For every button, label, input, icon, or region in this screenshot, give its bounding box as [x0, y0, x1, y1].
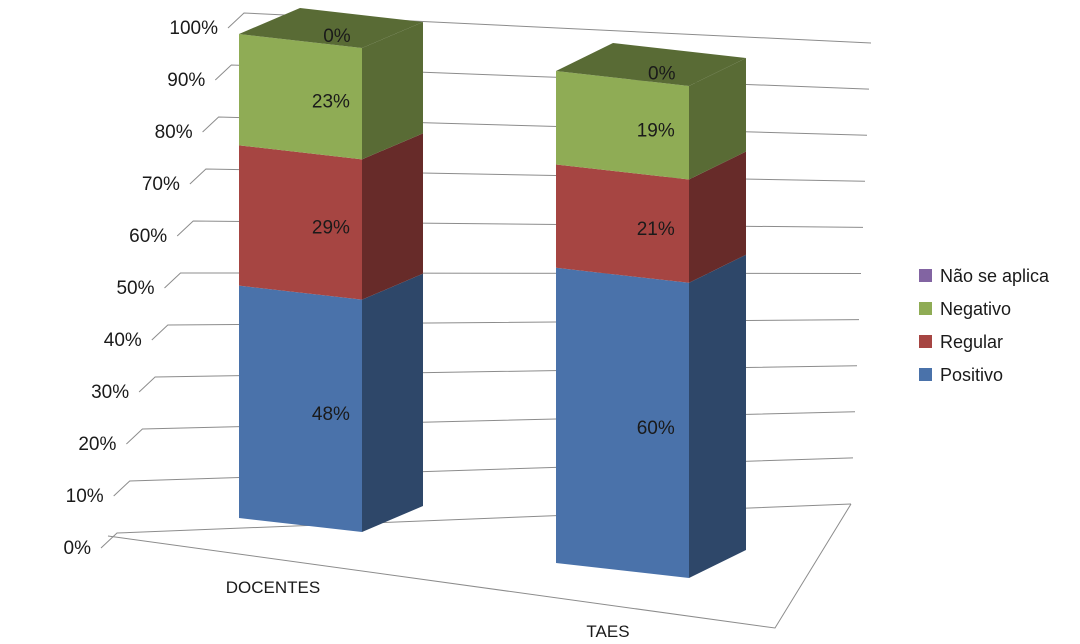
- gridlines: [100, 12, 872, 629]
- y-tick-label: 50%: [116, 278, 154, 299]
- legend-label: Não se aplica: [940, 266, 1050, 286]
- legend-item-regular: Regular: [919, 332, 1003, 352]
- gridline: [227, 12, 872, 44]
- legend-item-positivo: Positivo: [919, 365, 1003, 385]
- bar-taes-nao-se-aplica: [556, 43, 746, 86]
- y-tick-label: 70%: [142, 174, 180, 195]
- x-tick-label: DOCENTES: [226, 578, 320, 597]
- data-label-taes-regular: 21%: [637, 219, 675, 240]
- data-label-taes-positivo: 60%: [637, 418, 675, 439]
- legend-item-nao-se-aplica: Não se aplica: [919, 266, 1050, 286]
- y-tick-label: 60%: [129, 226, 167, 247]
- legend-swatch: [919, 302, 932, 315]
- bar-docentes-nao-se-aplica: [239, 8, 423, 48]
- floor-edge: [107, 503, 852, 629]
- bar-taes-negativo: [556, 58, 746, 180]
- y-tick-label: 90%: [167, 70, 205, 91]
- y-tick-label: 80%: [155, 122, 193, 143]
- bar-taes-regular: [556, 151, 746, 283]
- data-label-docentes-nao-se-aplica: 0%: [323, 26, 351, 47]
- y-tick-label: 100%: [169, 18, 218, 39]
- data-label-docentes-negativo: 23%: [312, 92, 350, 113]
- x-axis-ticks: DOCENTES TAES: [226, 578, 630, 641]
- bars: [239, 8, 746, 579]
- legend-swatch: [919, 368, 932, 381]
- y-tick-label: 20%: [78, 434, 116, 455]
- legend-label: Negativo: [940, 299, 1011, 319]
- bar-taes-positivo: [556, 254, 746, 579]
- data-label-taes-nao-se-aplica: 0%: [648, 64, 676, 85]
- bar-top-docentes: [239, 8, 423, 48]
- legend-item-negativo: Negativo: [919, 299, 1011, 319]
- data-label-docentes-regular: 29%: [312, 217, 350, 238]
- legend-swatch: [919, 335, 932, 348]
- y-tick-label: 0%: [64, 538, 92, 559]
- legend-label: Positivo: [940, 365, 1003, 385]
- data-label-taes-negativo: 19%: [637, 120, 675, 141]
- y-tick-label: 40%: [104, 330, 142, 351]
- bar-docentes-negativo: [239, 22, 423, 160]
- y-tick-label: 10%: [66, 486, 104, 507]
- legend-label: Regular: [940, 332, 1003, 352]
- bar-docentes-regular: [239, 133, 423, 300]
- y-axis-ticks: 0% 10% 20% 30% 40% 50% 60% 70% 80% 90% 100%: [64, 18, 219, 559]
- y-tick-label: 30%: [91, 382, 129, 403]
- data-label-docentes-positivo: 48%: [312, 404, 350, 425]
- data-labels: 48% 29% 23% 0% 60% 21% 19% 0%: [312, 26, 676, 439]
- x-tick-label: TAES: [586, 622, 629, 641]
- legend: Não se aplica Negativo Regular Positivo: [919, 266, 1050, 385]
- legend-swatch: [919, 269, 932, 282]
- bar-top-taes: [556, 43, 746, 86]
- bar-docentes-positivo: [239, 273, 423, 532]
